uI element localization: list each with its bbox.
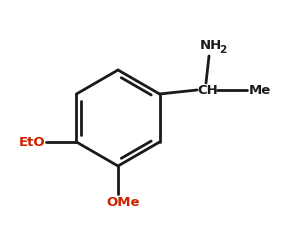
Text: CH: CH (197, 83, 218, 97)
Text: NH: NH (200, 39, 222, 52)
Text: 2: 2 (219, 45, 226, 55)
Text: Me: Me (249, 83, 271, 97)
Text: OMe: OMe (106, 196, 140, 209)
Text: EtO: EtO (18, 136, 45, 149)
